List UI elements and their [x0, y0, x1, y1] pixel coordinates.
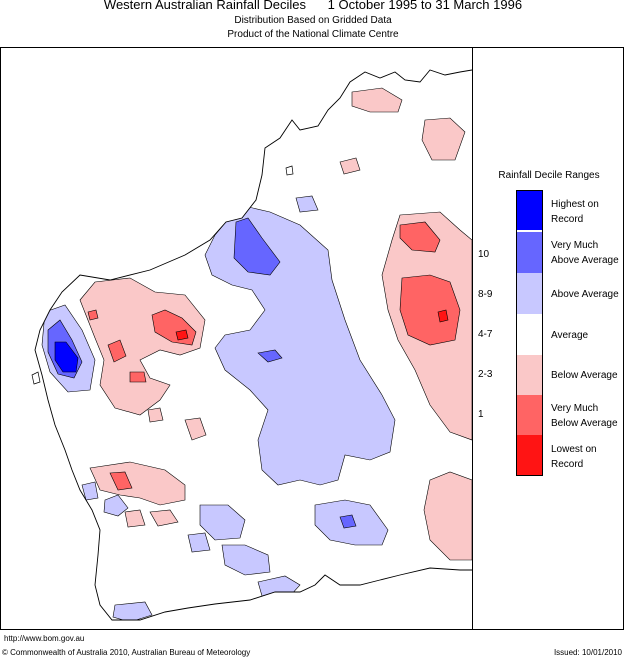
legend-label-lowest: Lowest on Record: [551, 444, 597, 470]
legend-decile-very-much-above: 10: [478, 249, 490, 260]
below-average-region-north-east-2: [421, 117, 466, 161]
legend-decile-below: 2-3: [478, 369, 493, 380]
highest-on-record-region: [54, 341, 79, 373]
very-much-above-region-north: [233, 217, 281, 276]
legend-swatch-highest: [516, 190, 543, 230]
legend-decile-very-much-below: 1: [478, 409, 484, 420]
map-subtitle-method: Distribution Based on Gridded Data: [234, 15, 392, 26]
very-much-below-region-small: [87, 309, 99, 321]
lowest-on-record-region-pilbara: [175, 329, 189, 341]
legend-label-very-much-above: Very Much Above Average: [551, 240, 619, 266]
above-average-region-coast-1: [81, 481, 99, 501]
below-average-region-north-coast: [339, 157, 361, 175]
map-title: Western Australian Rainfall Deciles 1 Oc…: [103, 0, 523, 12]
very-much-below-region-west: [107, 339, 127, 363]
below-average-region-south-1: [124, 509, 146, 528]
decile-shading: [41, 87, 472, 620]
legend-label-average: Average: [551, 330, 589, 341]
map-frame: [0, 47, 624, 630]
legend-title: Rainfall Decile Ranges: [498, 170, 600, 181]
legend-decile-average: 4-7: [478, 329, 493, 340]
above-average-region-south-west-2: [221, 544, 271, 576]
very-much-above-region-central: [257, 349, 283, 363]
above-average-region-south-1: [112, 601, 153, 620]
rainfall-map: [31, 69, 472, 621]
legend-swatch-very-much-above: [516, 232, 543, 273]
legend-swatch-below: [516, 355, 543, 395]
lowest-on-record-region-east: [437, 309, 449, 323]
above-average-region-south-west-1: [199, 504, 246, 541]
legend-label-highest: Highest on Record: [551, 199, 599, 225]
source-url[interactable]: http://www.bom.gov.au: [4, 634, 85, 643]
island-1: [31, 371, 41, 385]
below-average-region-south-2: [149, 509, 179, 527]
legend-label-above: Above Average: [551, 289, 619, 300]
above-average-region-east-south: [257, 575, 301, 597]
legend-swatch-lowest: [516, 435, 543, 476]
below-average-region-south-west: [89, 461, 186, 506]
legend-swatch-border: [516, 190, 543, 476]
above-average-region-coast-2: [187, 532, 211, 553]
below-average-region-east-edge: [423, 471, 472, 561]
coastline: [34, 69, 472, 621]
island-2: [285, 165, 294, 176]
above-average-region-south-2: [103, 494, 129, 517]
legend-swatch-above: [516, 273, 543, 314]
copyright-notice: © Commonwealth of Australia 2010, Austra…: [2, 648, 251, 657]
above-average-region-central: [204, 204, 396, 486]
above-average-region-north: [295, 195, 319, 213]
very-much-below-region-east: [399, 274, 461, 346]
below-average-region-pilbara: [79, 277, 206, 416]
legend-decile-above: 8-9: [478, 289, 493, 300]
legend-swatch-very-much-below: [516, 395, 543, 435]
legend-label-below: Below Average: [551, 370, 618, 381]
very-much-below-region-west-2: [129, 371, 147, 383]
below-average-region-goldfields: [184, 417, 207, 441]
very-much-below-region-north-east: [399, 221, 441, 253]
legend-divider: [472, 47, 473, 630]
issued-date: Issued: 10/01/2010: [553, 648, 622, 657]
very-much-above-region-south: [339, 514, 357, 529]
very-much-below-region-south: [109, 471, 133, 491]
below-average-region-north-east: [351, 87, 403, 113]
legend-label-very-much-below: Very Much Below Average: [551, 403, 618, 429]
map-subtitle-producer: Product of the National Climate Centre: [227, 29, 399, 40]
legend-swatch-average: [516, 314, 543, 355]
below-average-region-west-2: [147, 407, 164, 423]
